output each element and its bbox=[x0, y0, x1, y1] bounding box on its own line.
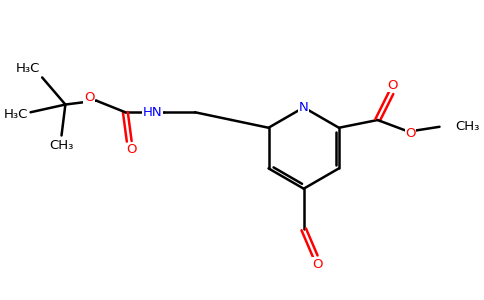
Text: H₃C: H₃C bbox=[16, 62, 40, 75]
Text: HN: HN bbox=[142, 106, 162, 119]
Text: O: O bbox=[312, 258, 322, 271]
Text: O: O bbox=[405, 127, 416, 140]
Text: CH₃: CH₃ bbox=[49, 139, 74, 152]
Text: O: O bbox=[84, 91, 94, 104]
Text: H₃C: H₃C bbox=[4, 108, 29, 121]
Text: O: O bbox=[126, 143, 136, 157]
Text: CH₃: CH₃ bbox=[455, 120, 479, 133]
Text: N: N bbox=[299, 101, 309, 114]
Text: O: O bbox=[387, 79, 397, 92]
